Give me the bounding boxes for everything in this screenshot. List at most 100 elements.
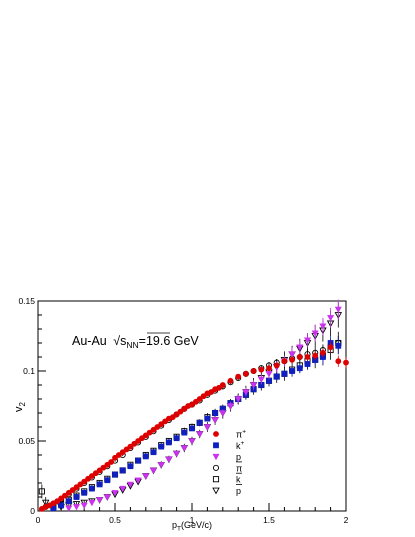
data-point xyxy=(319,323,327,330)
data-point xyxy=(149,467,158,475)
data-point xyxy=(80,502,88,510)
data-point xyxy=(273,373,280,380)
data-point xyxy=(126,481,134,489)
data-series xyxy=(38,299,349,512)
data-point xyxy=(77,481,84,488)
y-tick-label: 0.15 xyxy=(18,296,35,306)
data-point xyxy=(96,467,103,474)
data-point xyxy=(81,489,88,496)
data-point xyxy=(135,438,141,444)
data-point xyxy=(234,396,242,403)
data-point xyxy=(311,330,319,337)
data-point xyxy=(89,485,95,492)
legend-label: π+ xyxy=(236,429,246,440)
data-point xyxy=(157,462,165,469)
data-point xyxy=(65,489,72,496)
data-point xyxy=(150,449,157,456)
data-point xyxy=(69,487,76,493)
annotation-label: Au-Au √sNN=19.6 GeV xyxy=(72,334,199,350)
data-point xyxy=(73,494,80,500)
data-point xyxy=(219,410,227,417)
data-point xyxy=(119,449,126,456)
data-point xyxy=(65,505,73,512)
data-point xyxy=(38,488,45,495)
data-point xyxy=(343,359,349,366)
data-point xyxy=(327,344,334,351)
legend-marker xyxy=(212,464,220,471)
data-point xyxy=(108,459,115,465)
data-point xyxy=(250,368,257,374)
x-tick-label: 0 xyxy=(36,515,41,525)
data-point xyxy=(219,382,226,388)
data-point xyxy=(189,401,195,408)
legend-marker xyxy=(212,453,220,461)
data-point xyxy=(304,354,311,360)
legend-label: π xyxy=(236,463,242,473)
data-point xyxy=(226,403,235,410)
data-point xyxy=(111,490,119,497)
x-axis-label: pT(GeV/c) xyxy=(172,520,212,533)
data-point xyxy=(165,456,173,463)
data-point xyxy=(150,426,157,433)
data-point xyxy=(312,352,319,359)
data-point xyxy=(169,414,176,421)
x-tick-labels: 0 0.5 1 1.5 2 xyxy=(36,515,349,525)
data-point xyxy=(335,358,342,365)
data-point xyxy=(304,361,311,367)
data-point xyxy=(177,408,184,415)
data-point xyxy=(173,411,180,418)
legend-marker xyxy=(213,442,219,449)
data-point xyxy=(85,475,91,482)
data-point xyxy=(196,431,204,438)
data-point xyxy=(257,376,265,384)
data-point xyxy=(265,371,273,378)
data-point xyxy=(58,502,64,509)
data-point xyxy=(166,439,172,446)
series-2 xyxy=(65,299,342,512)
data-point xyxy=(189,425,195,432)
legend-label: k+ xyxy=(236,440,245,451)
data-point xyxy=(127,443,134,450)
data-point xyxy=(181,405,188,412)
data-point xyxy=(334,306,342,314)
data-point xyxy=(41,499,50,507)
data-point xyxy=(142,432,149,439)
data-point xyxy=(327,315,335,322)
data-point xyxy=(142,453,149,460)
data-point xyxy=(242,389,250,396)
data-point xyxy=(154,424,161,430)
data-point xyxy=(216,384,222,391)
data-point xyxy=(115,452,122,458)
legend-marker xyxy=(212,487,220,495)
data-point xyxy=(204,415,211,422)
data-point xyxy=(296,365,303,372)
data-point xyxy=(119,485,127,493)
data-point xyxy=(54,498,61,505)
data-point xyxy=(258,366,265,373)
data-point xyxy=(235,373,242,380)
y-tick-label: 0.05 xyxy=(18,436,35,446)
data-point xyxy=(112,471,118,478)
data-point xyxy=(196,396,203,402)
x-tick-label: 0.5 xyxy=(109,515,121,525)
data-point xyxy=(127,463,134,470)
data-point xyxy=(112,454,118,461)
data-point xyxy=(146,429,153,436)
x-tick-label: 2 xyxy=(344,515,349,525)
data-point xyxy=(96,481,103,488)
data-point xyxy=(103,494,111,501)
data-point xyxy=(212,410,218,416)
legend-marker xyxy=(213,431,219,437)
data-point xyxy=(289,356,295,363)
data-point xyxy=(296,354,303,360)
data-point xyxy=(192,398,199,405)
legend-label: p xyxy=(236,452,241,462)
data-point xyxy=(211,417,219,424)
data-point xyxy=(123,446,130,453)
y-axis-label: v2 xyxy=(13,402,27,413)
data-point xyxy=(58,495,64,502)
legend-label: p xyxy=(236,486,241,496)
data-point xyxy=(303,337,312,344)
